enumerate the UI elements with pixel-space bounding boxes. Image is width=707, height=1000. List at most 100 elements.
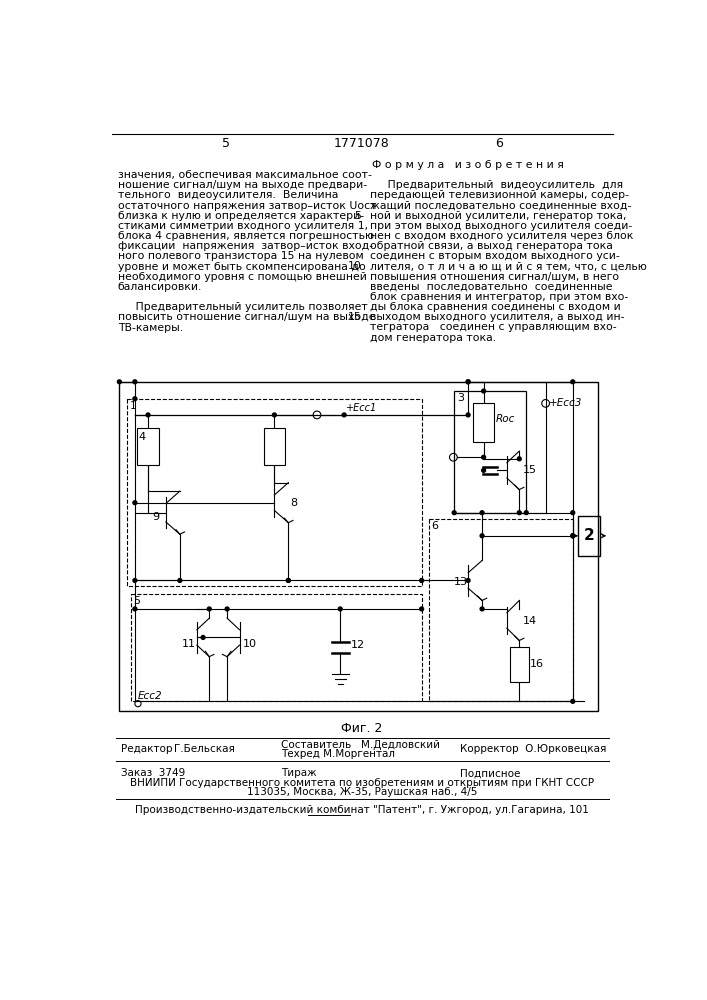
Circle shape bbox=[201, 636, 205, 639]
Circle shape bbox=[342, 413, 346, 417]
Text: 2: 2 bbox=[584, 528, 595, 543]
Circle shape bbox=[133, 579, 137, 582]
Circle shape bbox=[146, 413, 150, 417]
Polygon shape bbox=[137, 428, 159, 465]
Text: +Ecc1: +Ecc1 bbox=[346, 403, 377, 413]
Text: тегратора   соединен с управляющим вхо-: тегратора соединен с управляющим вхо- bbox=[370, 322, 617, 332]
Circle shape bbox=[286, 579, 291, 582]
Circle shape bbox=[571, 380, 575, 384]
Text: ного полевого транзистора 15 на нулевом: ного полевого транзистора 15 на нулевом bbox=[118, 251, 363, 261]
Text: 11: 11 bbox=[182, 639, 195, 649]
Circle shape bbox=[272, 413, 276, 417]
Text: балансировки.: балансировки. bbox=[118, 282, 202, 292]
Text: 14: 14 bbox=[522, 615, 537, 626]
Text: близка к нулю и определяется характери-: близка к нулю и определяется характери- bbox=[118, 211, 364, 221]
Text: Предварительный  видеоусилитель  для: Предварительный видеоусилитель для bbox=[370, 180, 623, 190]
Circle shape bbox=[571, 534, 575, 538]
Text: нен с входом входного усилителя через блок: нен с входом входного усилителя через бл… bbox=[370, 231, 633, 241]
Circle shape bbox=[481, 455, 486, 459]
Text: 12: 12 bbox=[351, 640, 366, 650]
Polygon shape bbox=[264, 428, 285, 465]
Text: 10: 10 bbox=[347, 261, 361, 271]
Circle shape bbox=[480, 607, 484, 611]
Circle shape bbox=[133, 380, 137, 384]
Text: остаточного напряжения затвор–исток Uост: остаточного напряжения затвор–исток Uост bbox=[118, 201, 376, 211]
Text: 15: 15 bbox=[522, 465, 537, 475]
Circle shape bbox=[339, 607, 342, 611]
Text: Заказ  3749: Заказ 3749 bbox=[121, 768, 185, 778]
Circle shape bbox=[178, 579, 182, 582]
Text: Составитель   М.Дедловский: Составитель М.Дедловский bbox=[281, 740, 440, 750]
Text: тельного  видеоусилителя.  Величина: тельного видеоусилителя. Величина bbox=[118, 190, 338, 200]
Circle shape bbox=[207, 607, 211, 611]
Text: 6: 6 bbox=[495, 137, 503, 150]
Text: 13: 13 bbox=[454, 577, 468, 587]
Text: ношение сигнал/шум на выходе предвари-: ношение сигнал/шум на выходе предвари- bbox=[118, 180, 367, 190]
Text: Фиг. 2: Фиг. 2 bbox=[341, 722, 382, 735]
Text: соединен с вторым входом выходного уси-: соединен с вторым входом выходного уси- bbox=[370, 251, 619, 261]
Circle shape bbox=[525, 511, 528, 515]
Text: 9: 9 bbox=[152, 512, 159, 522]
Circle shape bbox=[452, 511, 456, 515]
Text: фиксации  напряжения  затвор–исток вход-: фиксации напряжения затвор–исток вход- bbox=[118, 241, 373, 251]
Text: 10: 10 bbox=[243, 639, 257, 649]
Text: 3: 3 bbox=[457, 393, 464, 403]
Circle shape bbox=[518, 511, 521, 515]
Text: обратной связи, а выход генератора тока: обратной связи, а выход генератора тока bbox=[370, 241, 612, 251]
Text: Тираж: Тираж bbox=[281, 768, 316, 778]
Polygon shape bbox=[510, 647, 529, 682]
Text: 1771078: 1771078 bbox=[334, 137, 390, 150]
Circle shape bbox=[571, 699, 575, 703]
Text: Редактор: Редактор bbox=[121, 744, 173, 754]
Circle shape bbox=[117, 380, 122, 384]
Text: ТВ-камеры.: ТВ-камеры. bbox=[118, 323, 183, 333]
Circle shape bbox=[571, 534, 575, 538]
Text: выходом выходного усилителя, а выход ин-: выходом выходного усилителя, а выход ин- bbox=[370, 312, 624, 322]
Circle shape bbox=[571, 511, 575, 515]
Text: Производственно-издательский комбинат "Патент", г. Ужгород, ул.Гагарина, 101: Производственно-издательский комбинат "П… bbox=[135, 805, 589, 815]
Text: 113035, Москва, Ж-35, Раушская наб., 4/5: 113035, Москва, Ж-35, Раушская наб., 4/5 bbox=[247, 787, 477, 797]
Text: лителя, о т л и ч а ю щ и й с я тем, что, с целью: лителя, о т л и ч а ю щ и й с я тем, что… bbox=[370, 261, 647, 271]
Circle shape bbox=[481, 468, 486, 472]
Text: ВНИИПИ Государственного комитета по изобретениям и открытиям при ГКНТ СССР: ВНИИПИ Государственного комитета по изоб… bbox=[130, 778, 594, 788]
Circle shape bbox=[286, 579, 291, 582]
Circle shape bbox=[466, 380, 470, 384]
Text: повысить отношение сигнал/шум на выходе: повысить отношение сигнал/шум на выходе bbox=[118, 312, 375, 322]
Circle shape bbox=[466, 579, 470, 582]
Text: 1: 1 bbox=[129, 401, 136, 411]
Text: Корректор  О.Юрковецкая: Корректор О.Юрковецкая bbox=[460, 744, 607, 754]
Circle shape bbox=[480, 511, 484, 515]
Text: Подписное: Подписное bbox=[460, 768, 521, 778]
Text: ды блока сравнения соединены с входом и: ды блока сравнения соединены с входом и bbox=[370, 302, 621, 312]
Text: стиками симметрии входного усилителя 1,: стиками симметрии входного усилителя 1, bbox=[118, 221, 368, 231]
Text: значения, обеспечивая максимальное соот-: значения, обеспечивая максимальное соот- bbox=[118, 170, 372, 180]
Text: 5: 5 bbox=[221, 137, 230, 150]
Circle shape bbox=[133, 397, 137, 401]
Text: дом генератора тока.: дом генератора тока. bbox=[370, 333, 496, 343]
Text: Ecc2: Ecc2 bbox=[138, 691, 163, 701]
Circle shape bbox=[133, 501, 137, 505]
Circle shape bbox=[480, 534, 484, 538]
Text: Техред М.Моргентал: Техред М.Моргентал bbox=[281, 749, 395, 759]
Text: 8: 8 bbox=[290, 498, 297, 508]
Text: повышения отношения сигнал/шум, в него: повышения отношения сигнал/шум, в него bbox=[370, 272, 619, 282]
Text: Предварительный усилитель позволяет: Предварительный усилитель позволяет bbox=[118, 302, 368, 312]
Circle shape bbox=[225, 607, 229, 611]
Text: Roc: Roc bbox=[496, 414, 515, 424]
Circle shape bbox=[466, 380, 470, 384]
Text: 6: 6 bbox=[432, 521, 439, 531]
Text: передающей телевизионной камеры, содер-: передающей телевизионной камеры, содер- bbox=[370, 190, 629, 200]
Text: блока 4 сравнения, является погрешностью: блока 4 сравнения, является погрешностью bbox=[118, 231, 374, 241]
Text: уровне и может быть скомпенсирована до: уровне и может быть скомпенсирована до bbox=[118, 262, 366, 272]
Text: Ф о р м у л а   и з о б р е т е н и я: Ф о р м у л а и з о б р е т е н и я bbox=[372, 160, 564, 170]
Text: 4: 4 bbox=[139, 432, 146, 442]
Text: ной и выходной усилители, генератор тока,: ной и выходной усилители, генератор тока… bbox=[370, 211, 626, 221]
Polygon shape bbox=[473, 403, 494, 442]
Text: +Ecc3: +Ecc3 bbox=[549, 398, 582, 408]
Text: 5: 5 bbox=[354, 211, 361, 221]
Circle shape bbox=[466, 413, 470, 417]
Text: 15: 15 bbox=[347, 312, 361, 322]
Text: введены  последовательно  соединенные: введены последовательно соединенные bbox=[370, 282, 612, 292]
Circle shape bbox=[518, 457, 521, 461]
Circle shape bbox=[420, 579, 423, 582]
